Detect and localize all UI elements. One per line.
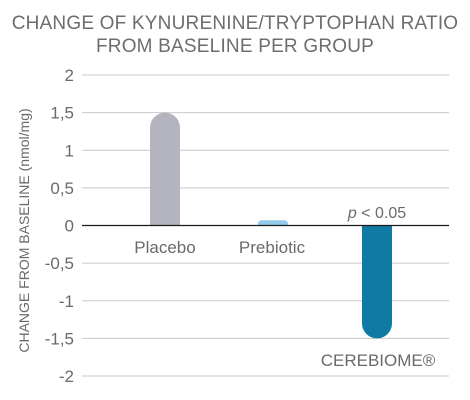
category-label: Placebo	[134, 238, 195, 257]
y-tick-label: 0,5	[50, 179, 74, 198]
chart-title-line-1: CHANGE OF KYNURENINE/TRYPTOPHAN RATIO	[11, 13, 459, 34]
y-axis-label: CHANGE FROM BASELINE (nmol/mg)	[16, 108, 32, 352]
y-tick-label: -2	[59, 367, 74, 386]
category-label: Prebiotic	[239, 238, 306, 257]
y-tick-label: 2	[65, 66, 74, 85]
bar-prebiotic	[258, 220, 288, 226]
y-tick-label: -0,5	[45, 254, 74, 273]
y-tick-label: 1	[65, 141, 74, 160]
chart-title-line-2: FROM BASELINE PER GROUP	[95, 36, 375, 57]
p-symbol: p	[347, 205, 357, 222]
bar-placebo	[150, 112, 180, 226]
y-tick-label: -1	[59, 292, 74, 311]
bar-cerebiome	[362, 225, 392, 339]
chart-title: CHANGE OF KYNURENINE/TRYPTOPHAN RATIO FR…	[0, 12, 470, 58]
significance-annotation: p < 0.05	[347, 205, 406, 222]
category-label: CEREBIOME®	[321, 351, 436, 370]
y-tick-label: -1,5	[45, 329, 74, 348]
y-tick-label: 1,5	[50, 104, 74, 123]
y-tick-label: 0	[65, 217, 74, 236]
p-value-text: < 0.05	[357, 205, 406, 222]
